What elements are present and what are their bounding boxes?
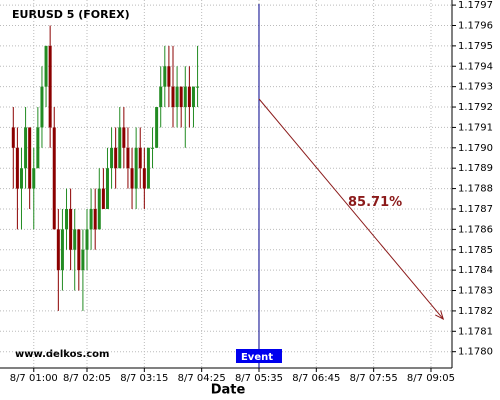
candle-body: [85, 229, 89, 250]
x-tick-label: 8/7 02:05: [63, 373, 111, 384]
candle-body: [60, 229, 64, 271]
x-tick-label: 8/7 03:15: [120, 373, 168, 384]
x-tick-label: 8/7 05:35: [235, 373, 283, 384]
candle-body: [175, 86, 179, 108]
y-tick-label: 1.1792: [458, 102, 493, 113]
candle-body: [32, 168, 36, 189]
candle-body: [183, 86, 187, 108]
candle-body: [36, 127, 40, 169]
y-tick-label: 1.1789: [458, 163, 493, 174]
candle-body: [89, 208, 93, 230]
candle-body: [171, 86, 175, 108]
candle-body: [196, 86, 200, 88]
candle-body: [110, 147, 114, 169]
y-tick-label: 1.1791: [458, 122, 493, 133]
candle-body: [48, 45, 52, 128]
candle-body: [56, 229, 60, 271]
candle-body: [163, 66, 167, 87]
candle-body: [142, 168, 146, 189]
x-tick-label: 8/7 07:55: [350, 373, 398, 384]
x-tick-label: 8/7 09:05: [407, 373, 455, 384]
candle-body: [73, 229, 77, 250]
event-label: Event: [241, 352, 273, 363]
y-tick-label: 1.1783: [458, 286, 493, 297]
candle-body: [122, 127, 126, 148]
projection-arrow: [258, 98, 444, 320]
candle-body: [126, 147, 130, 169]
y-tick-label: 1.1797: [458, 0, 493, 11]
candle-body: [191, 86, 195, 108]
candle-body: [93, 208, 97, 230]
candle-body: [101, 188, 105, 209]
candle-body: [44, 45, 48, 87]
candle-body: [138, 147, 142, 169]
candle-body: [28, 127, 32, 189]
candle-body: [19, 168, 23, 189]
candle-body: [179, 86, 183, 108]
candle-body: [146, 147, 150, 189]
candle-body: [155, 107, 159, 148]
arrow-head: [435, 310, 445, 321]
y-tick-label: 1.1782: [458, 306, 493, 317]
candle-body: [81, 249, 85, 271]
candle-body: [130, 168, 134, 189]
plot-area: [0, 0, 452, 368]
y-tick-label: 1.1785: [458, 245, 493, 256]
y-tick-label: 1.1787: [458, 204, 493, 215]
x-tick-label: 8/7 04:25: [178, 373, 226, 384]
candle-body: [134, 147, 138, 189]
chart-title: EURUSD 5 (FOREX): [12, 8, 130, 21]
y-tick-label: 1.1784: [458, 265, 493, 276]
y-tick-label: 1.1781: [458, 326, 493, 337]
candle-body: [69, 208, 73, 250]
y-tick-label: 1.1794: [458, 61, 493, 72]
y-tick-label: 1.1788: [458, 184, 493, 195]
candle-body: [24, 127, 28, 169]
candle-body: [118, 127, 122, 169]
candle-body: [15, 147, 19, 189]
candle-body: [187, 86, 191, 108]
projection-label: 85.71%: [348, 195, 402, 210]
y-tick-label: 1.1795: [458, 41, 493, 52]
candle-body: [40, 86, 44, 128]
candle-body: [159, 86, 163, 108]
candle-body: [65, 208, 69, 230]
y-tick-label: 1.1793: [458, 82, 493, 93]
candle-body: [97, 188, 101, 230]
x-tick-label: 8/7 06:45: [292, 373, 340, 384]
y-tick-label: 1.1796: [458, 20, 493, 31]
candle-body: [52, 127, 56, 230]
x-axis-label: Date: [211, 383, 246, 398]
candle-body: [151, 147, 155, 149]
y-tick-label: 1.1780: [458, 347, 493, 358]
candle-body: [11, 127, 15, 148]
y-tick-label: 1.1790: [458, 143, 493, 154]
candle-body: [167, 66, 171, 87]
event-box: [235, 349, 282, 363]
x-tick-label: 8/7 01:00: [10, 373, 58, 384]
watermark: www.delkos.com: [15, 349, 109, 360]
candle-body: [114, 147, 118, 169]
y-tick-label: 1.1786: [458, 224, 493, 235]
candle-body: [105, 168, 109, 209]
candle-body: [77, 229, 81, 271]
